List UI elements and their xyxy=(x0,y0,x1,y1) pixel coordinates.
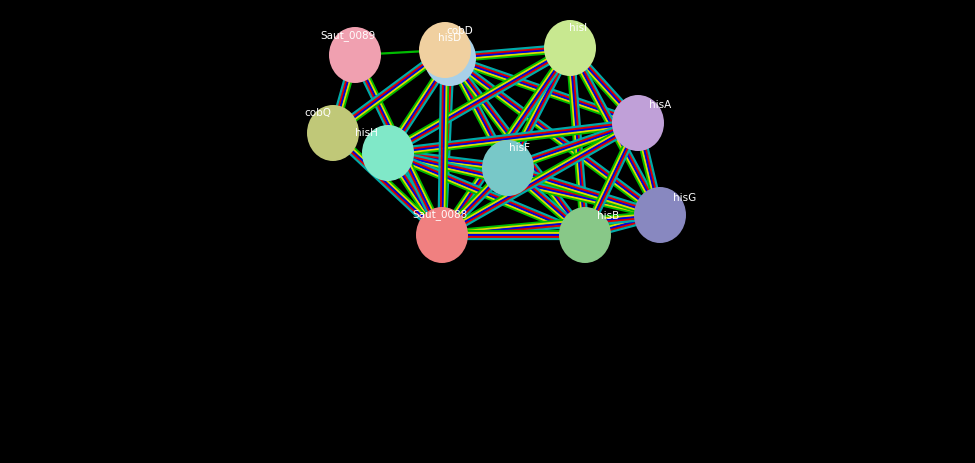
Text: hisI: hisI xyxy=(569,23,587,33)
Text: hisF: hisF xyxy=(510,143,530,153)
Text: cobD: cobD xyxy=(447,26,474,36)
Ellipse shape xyxy=(482,140,534,196)
Ellipse shape xyxy=(362,125,414,181)
Text: hisH: hisH xyxy=(355,128,378,138)
Ellipse shape xyxy=(329,27,381,83)
Ellipse shape xyxy=(419,22,471,78)
Text: hisD: hisD xyxy=(439,33,461,43)
Ellipse shape xyxy=(634,187,686,243)
Ellipse shape xyxy=(307,105,359,161)
Ellipse shape xyxy=(416,207,468,263)
Ellipse shape xyxy=(612,95,664,151)
Text: hisG: hisG xyxy=(674,193,696,203)
Text: cobQ: cobQ xyxy=(304,108,332,118)
Text: hisB: hisB xyxy=(597,211,619,221)
Ellipse shape xyxy=(424,30,476,86)
Text: Saut_0089: Saut_0089 xyxy=(321,30,375,41)
Ellipse shape xyxy=(544,20,596,76)
Text: Saut_0088: Saut_0088 xyxy=(412,209,468,220)
Ellipse shape xyxy=(559,207,611,263)
Text: hisA: hisA xyxy=(649,100,671,110)
